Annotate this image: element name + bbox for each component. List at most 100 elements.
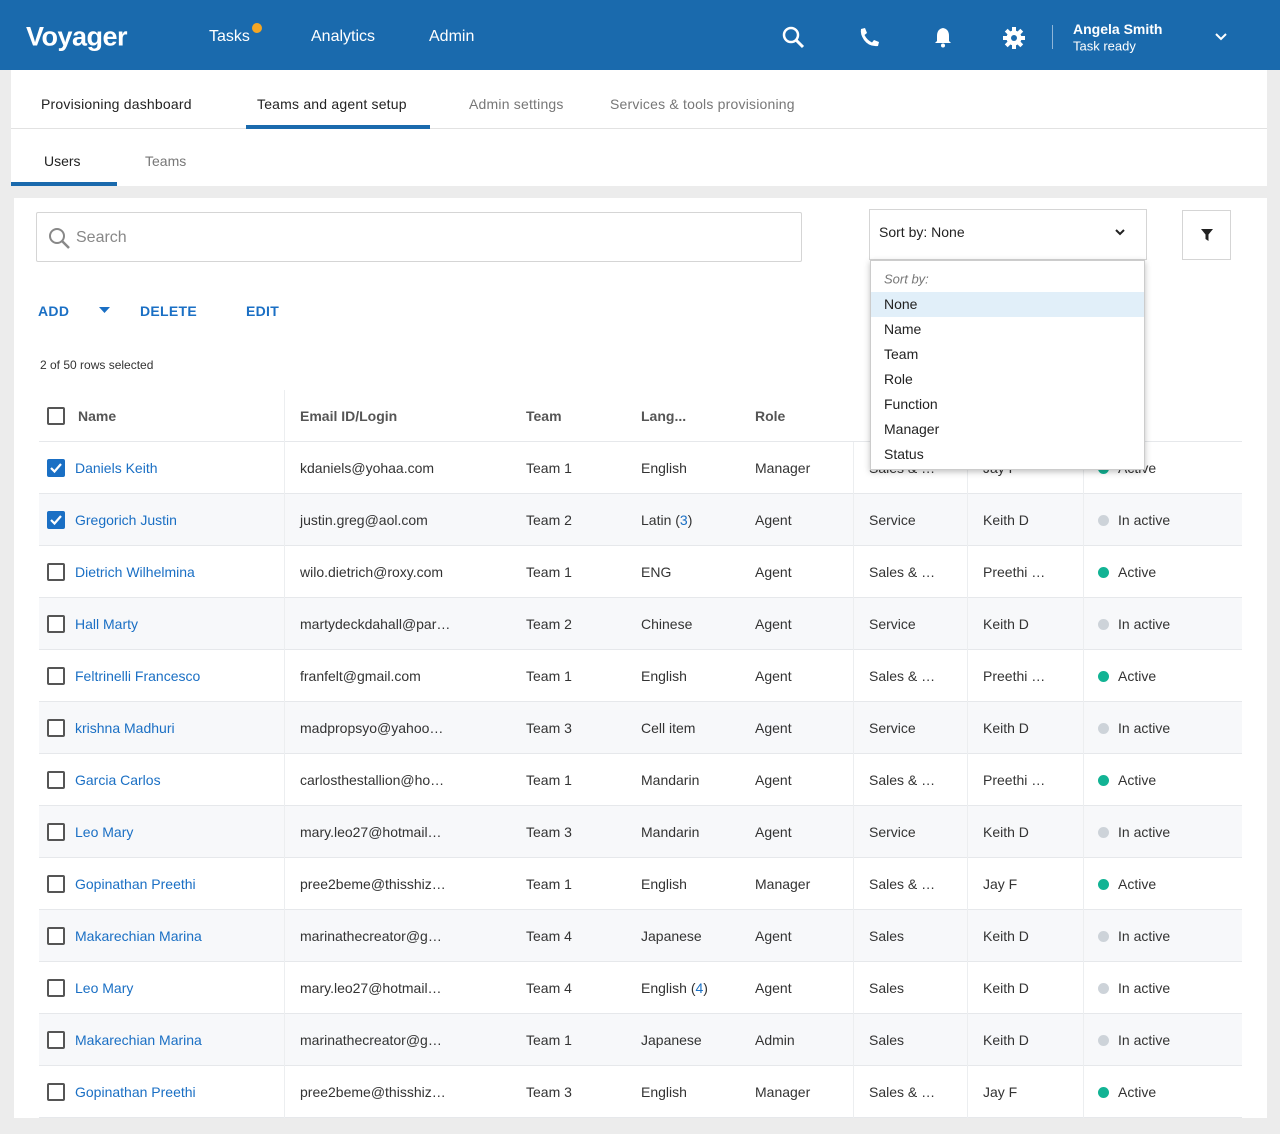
select-all[interactable]	[47, 407, 65, 425]
table-row: Leo Marymary.leo27@hotmail…Team 3AgentSe…	[39, 806, 1242, 858]
divider	[853, 806, 854, 858]
row-checkbox[interactable]	[47, 979, 65, 997]
function: Service	[869, 824, 916, 840]
row-checkbox[interactable]	[47, 719, 65, 737]
divider	[853, 962, 854, 1014]
row-checkbox[interactable]	[47, 771, 65, 789]
menu-option[interactable]: Team	[871, 342, 1144, 367]
row-checkbox[interactable]	[47, 459, 65, 477]
menu-option[interactable]: Role	[871, 367, 1144, 392]
column-header[interactable]: Lang...	[641, 408, 686, 424]
menu-option[interactable]: Function	[871, 392, 1144, 417]
row-checkbox[interactable]	[47, 927, 65, 945]
subtab-indicator	[11, 182, 117, 186]
language-count[interactable]: 3	[675, 512, 692, 528]
user-name[interactable]: Gregorich Justin	[75, 512, 177, 528]
phone-icon[interactable]	[857, 26, 881, 50]
divider	[1083, 1066, 1084, 1118]
email: wilo.dietrich@roxy.com	[300, 564, 443, 580]
column-header[interactable]: Name	[78, 408, 116, 424]
user-name[interactable]: Angela Smith	[1073, 21, 1162, 37]
manager: Keith D	[983, 824, 1029, 840]
manager: Keith D	[983, 980, 1029, 996]
language: English	[641, 1084, 687, 1100]
column-header[interactable]: Team	[526, 408, 562, 424]
status-dot	[1098, 515, 1109, 526]
divider	[853, 1066, 854, 1118]
bell-icon[interactable]	[931, 25, 955, 49]
divider	[853, 546, 854, 598]
column-header[interactable]: Email ID/Login	[300, 408, 397, 424]
menu-option[interactable]: None	[871, 292, 1144, 317]
row-checkbox[interactable]	[47, 615, 65, 633]
row-checkbox[interactable]	[47, 667, 65, 685]
row-checkbox[interactable]	[47, 511, 65, 529]
menu-option[interactable]: Name	[871, 317, 1144, 342]
status-dot	[1098, 1035, 1109, 1046]
status: Active	[1118, 772, 1156, 788]
role: Agent	[755, 928, 792, 944]
divider	[284, 442, 285, 494]
user-name[interactable]: Dietrich Wilhelmina	[75, 564, 195, 580]
table-row: Makarechian Marinamarinathecreator@g…Tea…	[39, 910, 1242, 962]
tab[interactable]: Admin settings	[469, 96, 564, 112]
user-name[interactable]: Garcia Carlos	[75, 772, 161, 788]
column-header[interactable]: Role	[755, 408, 785, 424]
status: In active	[1118, 980, 1170, 996]
team: Team 4	[526, 928, 572, 944]
user-name[interactable]: Leo Mary	[75, 824, 133, 840]
user-name[interactable]: Leo Mary	[75, 980, 133, 996]
search-box[interactable]: Search	[36, 212, 802, 262]
menu-option[interactable]: Status	[871, 442, 1144, 467]
nav-item[interactable]: Admin	[429, 28, 474, 46]
action[interactable]: DELETE	[140, 303, 197, 319]
nav-item[interactable]: Tasks	[209, 28, 250, 46]
chevron[interactable]	[1215, 33, 1227, 41]
sort-select[interactable]: Sort by: None	[869, 209, 1147, 260]
action[interactable]: EDIT	[246, 303, 279, 319]
row-checkbox[interactable]	[47, 823, 65, 841]
gear-icon[interactable]	[1002, 26, 1026, 50]
search-icon[interactable]	[782, 26, 806, 50]
divider	[967, 754, 968, 806]
nav-item[interactable]: Analytics	[311, 28, 375, 46]
function: Sales	[869, 1032, 904, 1048]
divider	[853, 702, 854, 754]
tab[interactable]: Teams and agent setup	[257, 96, 407, 112]
user-status: Task ready	[1073, 39, 1136, 54]
language-name: Japanese	[641, 1032, 702, 1048]
function: Sales	[869, 928, 904, 944]
user-name[interactable]: Daniels Keith	[75, 460, 158, 476]
tab[interactable]: Provisioning dashboard	[41, 96, 192, 112]
manager: Keith D	[983, 1032, 1029, 1048]
filter-button[interactable]	[1182, 210, 1231, 260]
status-dot	[1098, 983, 1109, 994]
subtab[interactable]: Teams	[145, 153, 186, 169]
user-name[interactable]: Gopinathan Preethi	[75, 876, 196, 892]
role: Agent	[755, 668, 792, 684]
language-name: Japanese	[641, 928, 702, 944]
user-name[interactable]: krishna Madhuri	[75, 720, 175, 736]
user-name[interactable]: Feltrinelli Francesco	[75, 668, 200, 684]
menu-option[interactable]: Manager	[871, 417, 1144, 442]
divider	[853, 754, 854, 806]
user-name[interactable]: Gopinathan Preethi	[75, 1084, 196, 1100]
user-name[interactable]: Makarechian Marina	[75, 1032, 202, 1048]
row-checkbox[interactable]	[47, 1083, 65, 1101]
row-checkbox[interactable]	[47, 875, 65, 893]
row-checkbox[interactable]	[47, 1031, 65, 1049]
divider	[284, 390, 285, 442]
user-name[interactable]: Makarechian Marina	[75, 928, 202, 944]
email: justin.greg@aol.com	[300, 512, 428, 528]
status: In active	[1118, 616, 1170, 632]
language-name: Cell item	[641, 720, 695, 736]
row-checkbox[interactable]	[47, 563, 65, 581]
subtab[interactable]: Users	[44, 153, 81, 169]
tab[interactable]: Services & tools provisioning	[610, 96, 795, 112]
action[interactable]: ADD	[38, 303, 69, 319]
divider	[1052, 25, 1053, 49]
divider	[853, 910, 854, 962]
user-name[interactable]: Hall Marty	[75, 616, 138, 632]
add-caret[interactable]	[99, 307, 110, 314]
language-count[interactable]: 4	[691, 980, 708, 996]
